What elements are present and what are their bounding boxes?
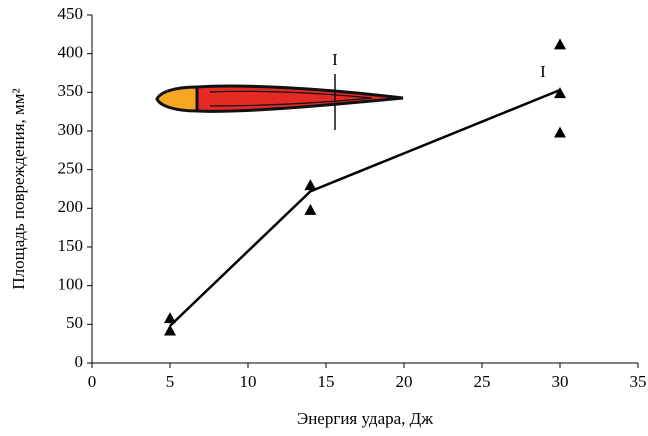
marker: [164, 312, 176, 324]
marker: [554, 38, 566, 50]
y-tick-label: 350: [58, 81, 84, 100]
y-tick-label: 450: [58, 4, 84, 23]
marker: [304, 203, 317, 215]
marker: [164, 324, 176, 336]
y-tick-label: 200: [58, 197, 84, 216]
x-tick-label: 5: [166, 372, 175, 391]
x-tick-label: 25: [474, 372, 491, 391]
airfoil-inner: [209, 90, 373, 107]
y-tick-label: 300: [58, 120, 84, 139]
x-tick-label: 10: [240, 372, 257, 391]
y-tick-label: 100: [58, 275, 84, 294]
y-tick-label: 150: [58, 236, 84, 255]
marker: [554, 126, 566, 138]
x-tick-label: 30: [552, 372, 569, 391]
x-tick-label: 15: [318, 372, 335, 391]
section-label: I: [332, 50, 338, 69]
marker: [304, 179, 317, 191]
trend-line: [169, 88, 561, 327]
x-tick-label: 35: [630, 372, 647, 391]
x-tick-label: 20: [396, 372, 413, 391]
y-tick-label: 50: [66, 313, 83, 332]
y-tick-label: 400: [58, 43, 84, 62]
annotation: I: [540, 62, 546, 81]
airfoil-illustration: I: [155, 50, 404, 130]
airfoil-body: [195, 84, 404, 113]
x-tick-label: 0: [88, 372, 97, 391]
x-axis-label: Энергия удара, Дж: [297, 409, 433, 428]
y-tick-label: 250: [58, 159, 84, 178]
y-tick-label: 0: [75, 352, 84, 371]
airfoil-nose: [155, 85, 199, 113]
marker: [554, 87, 566, 99]
y-axis-label: Площадь повреждения, мм²: [9, 88, 28, 289]
